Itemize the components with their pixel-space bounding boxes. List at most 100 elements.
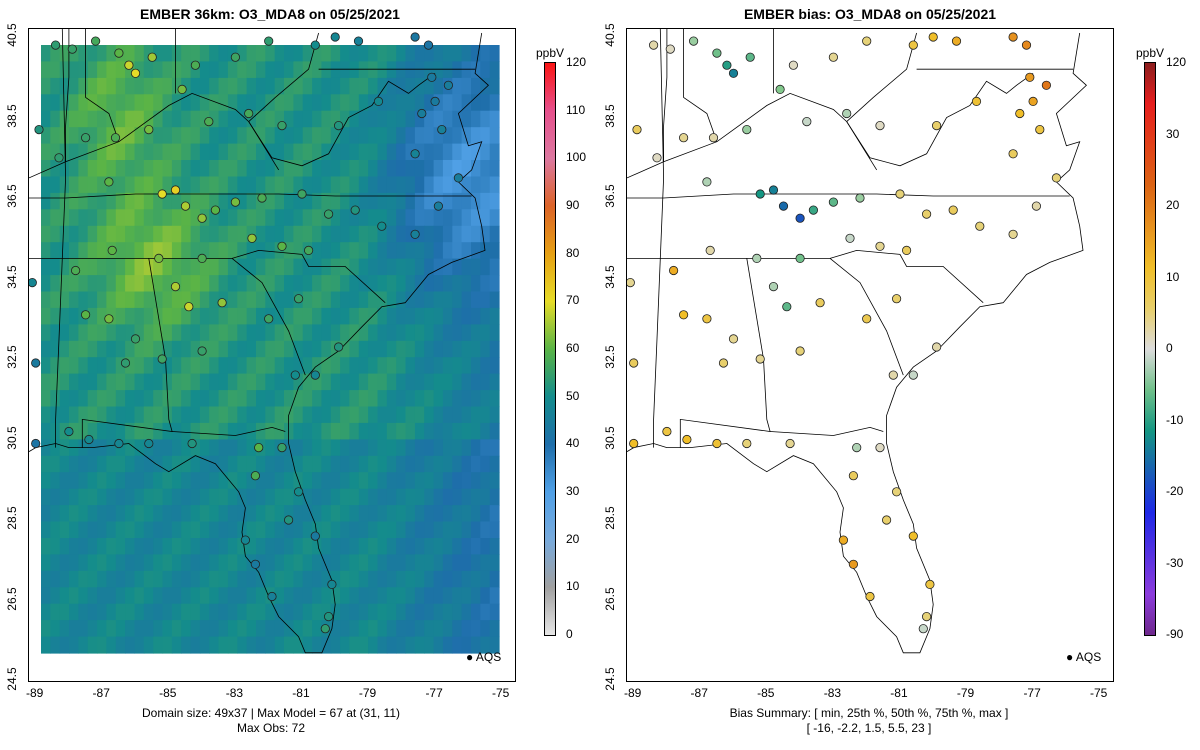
aqs-station-marker[interactable] bbox=[350, 205, 360, 215]
aqs-station-marker[interactable] bbox=[752, 253, 762, 263]
aqs-station-marker[interactable] bbox=[170, 185, 181, 195]
aqs-station-marker[interactable] bbox=[951, 36, 962, 46]
aqs-station-marker[interactable] bbox=[310, 370, 320, 380]
aqs-station-marker[interactable] bbox=[852, 442, 862, 453]
aqs-station-marker[interactable] bbox=[333, 342, 344, 352]
aqs-station-marker[interactable] bbox=[147, 52, 157, 62]
aqs-station-marker[interactable] bbox=[778, 201, 789, 211]
aqs-station-marker[interactable] bbox=[277, 241, 287, 251]
aqs-station-marker[interactable] bbox=[971, 96, 982, 107]
aqs-station-marker[interactable] bbox=[712, 438, 722, 449]
aqs-station-marker[interactable] bbox=[1035, 125, 1045, 135]
aqs-station-marker[interactable] bbox=[862, 36, 872, 46]
aqs-station-marker[interactable] bbox=[788, 60, 798, 70]
aqs-station-marker[interactable] bbox=[130, 334, 141, 344]
aqs-station-marker[interactable] bbox=[29, 278, 37, 288]
aqs-station-marker[interactable] bbox=[1008, 149, 1018, 159]
aqs-station-marker[interactable] bbox=[808, 205, 818, 215]
aqs-station-marker[interactable] bbox=[320, 624, 330, 634]
aqs-station-marker[interactable] bbox=[712, 48, 722, 58]
aqs-station-marker[interactable] bbox=[34, 125, 44, 135]
aqs-station-marker[interactable] bbox=[244, 108, 254, 119]
aqs-station-marker[interactable] bbox=[745, 52, 755, 62]
aqs-station-marker[interactable] bbox=[845, 233, 855, 243]
aqs-station-marker[interactable] bbox=[708, 133, 719, 143]
aqs-station-marker[interactable] bbox=[104, 314, 114, 324]
aqs-station-marker[interactable] bbox=[67, 44, 77, 54]
aqs-station-marker[interactable] bbox=[330, 32, 340, 42]
aqs-station-marker[interactable] bbox=[210, 205, 220, 215]
aqs-station-marker[interactable] bbox=[453, 173, 463, 183]
aqs-station-marker[interactable] bbox=[888, 370, 898, 380]
aqs-station-marker[interactable] bbox=[795, 213, 805, 223]
aqs-station-marker[interactable] bbox=[84, 434, 94, 445]
aqs-station-marker[interactable] bbox=[297, 189, 307, 199]
aqs-station-marker[interactable] bbox=[250, 471, 260, 481]
aqs-station-marker[interactable] bbox=[728, 334, 739, 344]
aqs-station-marker[interactable] bbox=[931, 121, 942, 131]
aqs-station-marker[interactable] bbox=[31, 358, 41, 368]
aqs-station-marker[interactable] bbox=[104, 177, 114, 187]
aqs-station-marker[interactable] bbox=[629, 438, 639, 449]
aqs-station-marker[interactable] bbox=[795, 253, 805, 263]
aqs-station-marker[interactable] bbox=[1008, 229, 1018, 239]
aqs-station-marker[interactable] bbox=[410, 149, 420, 159]
aqs-station-marker[interactable] bbox=[184, 302, 194, 312]
aqs-station-marker[interactable] bbox=[948, 205, 958, 215]
aqs-station-marker[interactable] bbox=[1008, 32, 1018, 42]
aqs-station-marker[interactable] bbox=[875, 121, 885, 131]
aqs-station-marker[interactable] bbox=[190, 60, 200, 70]
aqs-station-marker[interactable] bbox=[433, 201, 443, 211]
aqs-station-marker[interactable] bbox=[718, 358, 729, 368]
aqs-station-marker[interactable] bbox=[114, 48, 124, 58]
aqs-station-marker[interactable] bbox=[144, 125, 154, 135]
aqs-station-marker[interactable] bbox=[678, 133, 689, 143]
aqs-station-marker[interactable] bbox=[755, 354, 765, 364]
aqs-station-marker[interactable] bbox=[1028, 96, 1038, 107]
aqs-station-marker[interactable] bbox=[842, 108, 852, 119]
aqs-station-marker[interactable] bbox=[742, 125, 752, 135]
aqs-station-marker[interactable] bbox=[293, 487, 304, 497]
aqs-station-marker[interactable] bbox=[931, 342, 942, 352]
aqs-station-marker[interactable] bbox=[785, 438, 795, 449]
aqs-station-marker[interactable] bbox=[828, 52, 838, 62]
aqs-station-marker[interactable] bbox=[662, 426, 672, 437]
aqs-station-marker[interactable] bbox=[921, 209, 932, 219]
aqs-station-marker[interactable] bbox=[975, 221, 985, 231]
aqs-station-marker[interactable] bbox=[682, 434, 692, 445]
aqs-station-marker[interactable] bbox=[124, 60, 134, 70]
aqs-station-marker[interactable] bbox=[848, 471, 858, 481]
aqs-station-marker[interactable] bbox=[688, 36, 699, 46]
aqs-station-marker[interactable] bbox=[31, 438, 41, 449]
aqs-station-marker[interactable] bbox=[855, 193, 865, 203]
aqs-station-marker[interactable] bbox=[107, 245, 117, 255]
aqs-station-marker[interactable] bbox=[665, 44, 675, 54]
aqs-station-marker[interactable] bbox=[264, 36, 274, 46]
aqs-station-marker[interactable] bbox=[410, 229, 420, 239]
aqs-station-marker[interactable] bbox=[908, 531, 918, 541]
aqs-station-marker[interactable] bbox=[1051, 173, 1061, 183]
aqs-station-marker[interactable] bbox=[217, 298, 227, 308]
aqs-station-marker[interactable] bbox=[649, 40, 659, 50]
aqs-station-marker[interactable] bbox=[1021, 40, 1032, 50]
aqs-station-marker[interactable] bbox=[230, 52, 240, 62]
aqs-station-marker[interactable] bbox=[180, 201, 191, 211]
aqs-station-marker[interactable] bbox=[80, 133, 91, 143]
aqs-station-marker[interactable] bbox=[293, 294, 304, 304]
aqs-station-marker[interactable] bbox=[257, 193, 267, 203]
aqs-station-marker[interactable] bbox=[51, 40, 61, 50]
aqs-station-marker[interactable] bbox=[875, 241, 885, 251]
aqs-station-marker[interactable] bbox=[928, 32, 938, 42]
aqs-station-marker[interactable] bbox=[327, 579, 337, 590]
aqs-station-marker[interactable] bbox=[114, 438, 124, 449]
aqs-station-marker[interactable] bbox=[310, 531, 320, 541]
aqs-station-marker[interactable] bbox=[629, 358, 639, 368]
aqs-station-marker[interactable] bbox=[264, 314, 274, 324]
aqs-station-marker[interactable] bbox=[417, 108, 427, 119]
aqs-station-marker[interactable] bbox=[702, 177, 712, 187]
aqs-station-marker[interactable] bbox=[627, 278, 635, 288]
aqs-station-marker[interactable] bbox=[154, 253, 164, 263]
aqs-station-marker[interactable] bbox=[277, 442, 287, 453]
aqs-station-marker[interactable] bbox=[728, 68, 739, 78]
aqs-station-marker[interactable] bbox=[250, 559, 260, 569]
